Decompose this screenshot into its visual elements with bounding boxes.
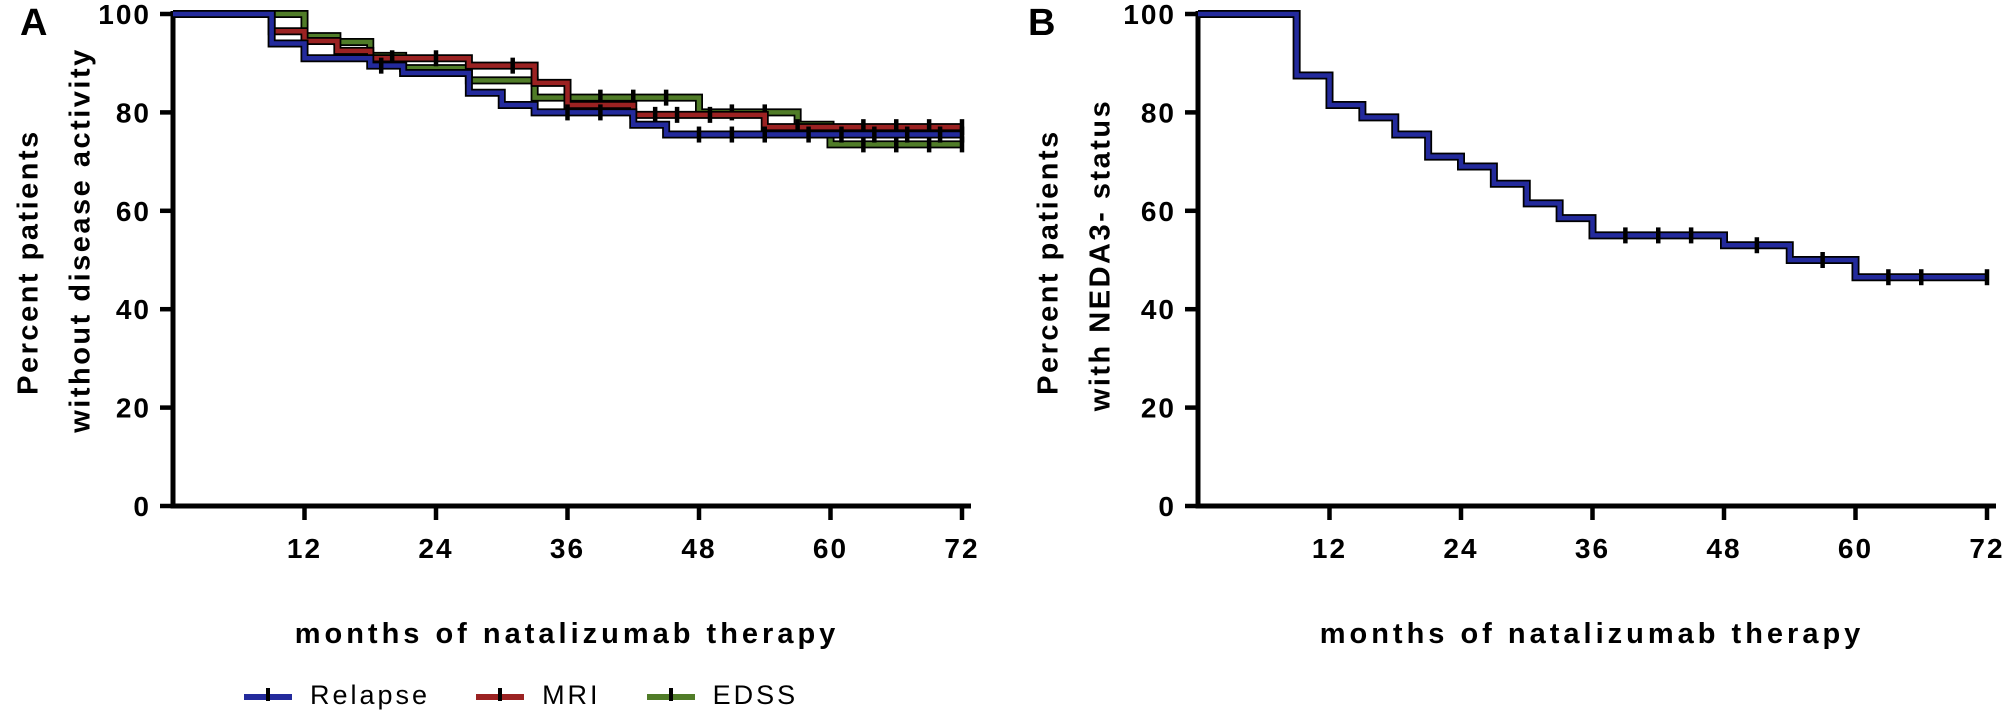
panel-b-y-tick-label: 20 — [1141, 393, 1176, 424]
panel-a-label: A — [20, 2, 49, 44]
panel-b-y-tick-label: 40 — [1141, 294, 1176, 325]
panel-a-x-tick-label: 12 — [287, 533, 322, 564]
panel-b-y-tick-label: 60 — [1141, 196, 1176, 227]
legend-label-relapse: Relapse — [310, 680, 431, 710]
legend-item-relapse: Relapse — [242, 680, 430, 711]
panel-a-x-tick-label: 24 — [418, 533, 453, 564]
panel-b-x-tick-label: 36 — [1575, 533, 1610, 564]
panel-a-y-tick-label: 60 — [116, 196, 151, 227]
panel-a-y-tick-label: 20 — [116, 393, 151, 424]
legend-label-edss: EDSS — [712, 680, 799, 710]
legend-label-mri: MRI — [542, 680, 601, 710]
panel-b-ylabel-line1: Percent patients — [1032, 129, 1065, 395]
panel-a-y-tick-label: 0 — [133, 491, 151, 522]
panel-b-y-tick-label: 0 — [1158, 491, 1176, 522]
panel-a-x-tick-label: 60 — [813, 533, 848, 564]
panel-a-ylabel-line1: Percent patients — [12, 129, 45, 395]
panel-a-xlabel: months of natalizumab therapy — [294, 618, 840, 650]
panel-b-plot: 0 20 40 60 80 100 12 24 36 48 60 72 — [1123, 0, 2004, 564]
panel-b-xlabel: months of natalizumab therapy — [1319, 618, 1865, 650]
panel-a-y-tick-label: 40 — [116, 294, 151, 325]
panel-b-x-tick-label: 24 — [1443, 533, 1478, 564]
panel-b-ylabel-line2: with NEDA3- status — [1084, 98, 1117, 412]
panel-a-y-tick-label: 80 — [116, 97, 151, 128]
panel-b-label: B — [1028, 2, 1057, 44]
panel-a-x-tick-label: 48 — [681, 533, 716, 564]
mri-line-swatch-icon — [476, 687, 525, 701]
panel-a-ylabel-line2: without disease activity — [64, 47, 97, 433]
panel-a-plot: 0 20 40 60 80 100 12 24 36 48 60 72 — [98, 0, 979, 564]
panel-b-y-tick-label: 100 — [1123, 0, 1176, 30]
legend: Relapse MRI EDSS — [242, 680, 798, 711]
relapse-line-swatch-icon — [244, 687, 292, 701]
panel-b-x-tick-label: 48 — [1706, 533, 1741, 564]
legend-item-edss: EDSS — [645, 680, 799, 711]
edss-line-swatch-icon — [646, 687, 695, 701]
panel-a-x-tick-label: 72 — [944, 533, 979, 564]
curve-neda3-outline — [1198, 10, 1987, 282]
panel-b-x-tick-label: 12 — [1312, 533, 1347, 564]
panel-a-x-tick-label: 36 — [550, 533, 585, 564]
legend-item-mri: MRI — [474, 680, 601, 711]
panel-b-y-tick-label: 80 — [1141, 97, 1176, 128]
panel-a-y-tick-label: 100 — [98, 0, 151, 30]
curve-relapse — [173, 11, 962, 137]
panel-b-x-tick-label: 72 — [1969, 533, 2004, 564]
panel-b-x-tick-label: 60 — [1838, 533, 1873, 564]
